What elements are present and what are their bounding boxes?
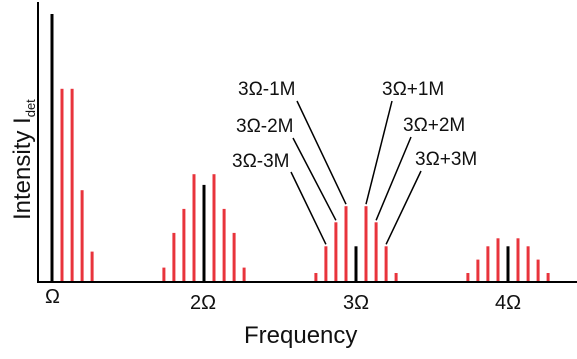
annotation-leader-line-4 bbox=[375, 136, 412, 221]
sideband-bar-3-6 bbox=[232, 232, 236, 281]
harmonic-bar-2-0 bbox=[202, 184, 206, 281]
sideband-bar-5-4 bbox=[364, 206, 368, 281]
sideband-annotations: 3Ω-1M 3Ω-2M 3Ω-3M 3Ω+1M 3Ω+2M 3Ω+3M bbox=[232, 79, 477, 245]
sideband-bar-7-2 bbox=[486, 246, 490, 281]
annotation-leader-lines bbox=[290, 100, 422, 245]
sideband-bar-3-5 bbox=[222, 208, 226, 281]
x-tick-label-omega: Ω bbox=[45, 286, 60, 308]
annotation-3omega-minus-3m: 3Ω-3M bbox=[232, 151, 290, 172]
harmonic-bar-6-0 bbox=[506, 246, 510, 281]
annotation-3omega-minus-1m: 3Ω-1M bbox=[238, 79, 296, 100]
annotation-leader-line-2 bbox=[290, 171, 327, 245]
sideband-bar-5-2 bbox=[334, 222, 338, 281]
x-tick-label-2omega: 2Ω bbox=[190, 292, 216, 314]
sideband-bar-7-1 bbox=[476, 259, 480, 281]
sideband-bar-7-0 bbox=[466, 273, 470, 281]
sideband-bar-3-1 bbox=[172, 232, 176, 281]
sideband-bar-1-2 bbox=[80, 190, 84, 281]
annotation-leader-line-0 bbox=[296, 100, 347, 205]
sideband-bar-7-3 bbox=[496, 238, 500, 281]
x-tick-labels: Ω 2Ω 3Ω 4Ω bbox=[45, 286, 521, 314]
sideband-bar-5-3 bbox=[344, 206, 348, 281]
sideband-bar-5-7 bbox=[394, 273, 398, 281]
annotation-leader-line-5 bbox=[385, 170, 422, 245]
x-axis-title: Frequency bbox=[244, 322, 357, 349]
y-axis-title-subscript: det bbox=[23, 99, 38, 117]
sideband-bar-3-4 bbox=[212, 174, 216, 281]
x-tick-label-4omega: 4Ω bbox=[495, 292, 521, 314]
x-tick-label-3omega: 3Ω bbox=[343, 292, 369, 314]
sideband-bar-3-7 bbox=[242, 267, 246, 281]
sideband-bar-5-1 bbox=[324, 246, 328, 281]
sideband-bar-1-0 bbox=[60, 88, 64, 281]
annotation-3omega-plus-2m: 3Ω+2M bbox=[403, 115, 465, 136]
sideband-bar-5-6 bbox=[384, 246, 388, 281]
sideband-bar-7-5 bbox=[526, 246, 530, 281]
sideband-bar-5-5 bbox=[374, 222, 378, 281]
sideband-bar-1-3 bbox=[90, 251, 94, 281]
sideband-bar-7-4 bbox=[516, 238, 520, 281]
annotation-leader-line-3 bbox=[365, 100, 393, 205]
annotation-3omega-plus-1m: 3Ω+1M bbox=[382, 79, 444, 100]
annotation-3omega-plus-3m: 3Ω+3M bbox=[415, 149, 477, 170]
y-axis-title-main: Intensity I bbox=[9, 117, 36, 220]
sideband-bar-3-0 bbox=[162, 267, 166, 281]
sideband-bar-3-2 bbox=[182, 208, 186, 281]
annotation-3omega-minus-2m: 3Ω-2M bbox=[236, 116, 294, 137]
sideband-bar-3-3 bbox=[192, 174, 196, 281]
y-axis-title: Intensity Idet bbox=[9, 99, 38, 220]
spectrum-bars bbox=[50, 14, 550, 281]
harmonic-bar-4-0 bbox=[354, 246, 358, 281]
sideband-bar-7-6 bbox=[536, 259, 540, 281]
sideband-bar-1-1 bbox=[70, 88, 74, 281]
annotation-leader-line-1 bbox=[292, 137, 337, 221]
harmonic-bar-0-0 bbox=[50, 14, 54, 281]
sideband-bar-5-0 bbox=[314, 273, 318, 281]
sideband-bar-7-7 bbox=[546, 273, 550, 281]
axis-frame bbox=[37, 2, 577, 283]
